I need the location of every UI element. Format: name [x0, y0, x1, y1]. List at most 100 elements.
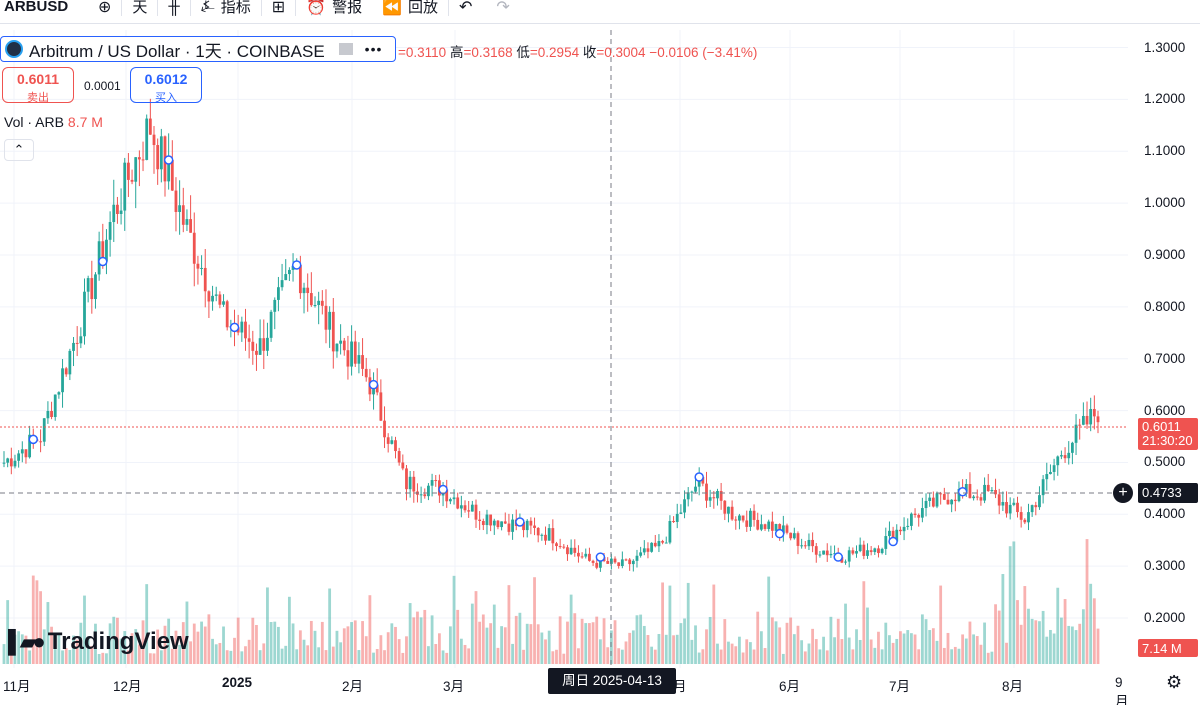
volume-bar — [496, 647, 500, 664]
candle-body — [551, 528, 555, 544]
volume-bar — [544, 639, 547, 664]
candle-body — [738, 515, 741, 521]
undo-button[interactable]: ↶ — [459, 0, 472, 17]
volume-bar — [990, 651, 994, 664]
candles-icon: ╫ — [168, 0, 180, 15]
buy-button[interactable]: 0.6012 买入 — [130, 67, 202, 104]
candle-body — [478, 519, 482, 521]
candle-body — [408, 476, 412, 490]
settings-gear-icon[interactable]: ⚙ — [1166, 672, 1183, 692]
event-marker-icon[interactable] — [28, 434, 39, 445]
candle-body — [833, 553, 836, 555]
time-axis[interactable]: 11月 12月 2025 2月 3月 月 6月 7月 8月 9月 — [0, 668, 1129, 705]
volume-bar — [1034, 620, 1038, 664]
event-marker-icon[interactable] — [694, 472, 704, 482]
volume-bar — [628, 632, 632, 664]
volume-bar — [511, 643, 514, 664]
event-marker-icon[interactable] — [957, 486, 968, 497]
compare-button[interactable]: ⊕ — [98, 0, 111, 17]
candle-body — [1030, 505, 1034, 513]
event-marker-icon[interactable] — [98, 256, 108, 267]
chart-type-button[interactable]: ╫ — [168, 0, 179, 16]
add-alert-plus-icon[interactable]: + — [1113, 483, 1133, 503]
event-marker-icon[interactable] — [438, 484, 448, 495]
candle-body — [920, 508, 924, 518]
volume-bar — [280, 648, 284, 664]
candle-body — [909, 513, 913, 526]
price-chart[interactable] — [0, 30, 1128, 668]
layout-button[interactable]: ⊞ — [272, 0, 285, 17]
event-marker-icon[interactable] — [888, 536, 898, 547]
volume-bar — [891, 642, 895, 664]
candle-body — [613, 558, 617, 563]
price-tick: 0.6000 — [1144, 402, 1186, 418]
change-value: −0.0106 (−3.41%) — [649, 45, 758, 60]
event-marker-icon[interactable] — [229, 322, 240, 333]
candle-body — [152, 134, 156, 146]
volume-bar — [895, 638, 899, 664]
volume-bar — [979, 644, 983, 664]
event-marker-icon[interactable] — [774, 528, 785, 539]
volume-bar — [61, 650, 64, 664]
volume-bar — [156, 629, 160, 664]
volume-bar — [412, 617, 416, 664]
candle-body — [167, 159, 171, 182]
volume-bar — [401, 652, 405, 664]
candle-body — [1016, 502, 1019, 513]
volume-bar — [708, 616, 712, 664]
sell-button[interactable]: 0.6011 卖出 — [2, 67, 74, 104]
candle-body — [617, 562, 621, 566]
candle-body — [185, 219, 189, 225]
candle-body — [767, 521, 771, 529]
tradingview-logo[interactable]: ▌▰● TradingView — [8, 628, 189, 656]
candle-body — [814, 546, 818, 555]
indicators-button[interactable]: ⍼ 指标 — [201, 0, 251, 17]
candle-body — [64, 368, 68, 375]
event-marker-icon[interactable] — [163, 155, 174, 165]
volume-bar — [931, 628, 935, 664]
volume-bar — [759, 631, 763, 664]
event-marker-icon[interactable] — [515, 517, 525, 527]
interval-button[interactable]: 天 — [132, 0, 148, 16]
event-marker-icon[interactable] — [368, 379, 379, 390]
candle-body — [628, 559, 632, 565]
collapse-legend-button[interactable]: ⌃ — [4, 139, 34, 161]
more-options-icon[interactable]: ••• — [364, 41, 383, 57]
volume-bar — [781, 653, 785, 664]
candle-body — [262, 338, 266, 351]
volume-bar — [448, 626, 452, 664]
candle-body — [130, 179, 134, 182]
replay-button[interactable]: ⏪ 回放 — [382, 0, 438, 17]
symbol-search[interactable]: ARBUSD — [4, 0, 69, 15]
volume-legend[interactable]: Vol · ARB 8.7 M — [4, 114, 103, 130]
volume-bar — [588, 623, 591, 664]
volume-bar — [101, 652, 105, 664]
candle-body — [986, 484, 990, 492]
candle-body — [379, 392, 383, 421]
volume-bar — [203, 626, 207, 664]
candle-body — [75, 342, 79, 344]
time-tick: 7月 — [889, 679, 911, 694]
price-axis[interactable]: 1.3000 1.2000 1.1000 1.0000 0.9000 0.8000 0.70… — [1128, 30, 1200, 668]
candle-body — [94, 274, 97, 300]
candle-body — [997, 494, 1001, 506]
volume-bar — [53, 649, 57, 664]
alert-button[interactable]: ⏰ 警报 — [306, 0, 362, 17]
candle-body — [1038, 495, 1041, 508]
candle-body — [101, 241, 105, 262]
symbol-legend[interactable]: Arbitrum / US Dollar · 1天 · COINBASE ••• — [0, 36, 396, 62]
redo-button[interactable]: ↷ — [496, 0, 509, 17]
candle-body — [1019, 512, 1023, 520]
volume-bar — [298, 630, 302, 664]
volume-bar — [361, 621, 364, 664]
volume-bar — [423, 609, 427, 664]
volume-bar — [474, 591, 478, 664]
candle-body — [302, 287, 306, 294]
flag-icon[interactable] — [338, 43, 353, 55]
event-marker-icon[interactable] — [291, 260, 302, 270]
candle-body — [72, 342, 75, 351]
event-marker-icon[interactable] — [595, 552, 606, 562]
volume-bar — [639, 614, 643, 664]
event-marker-icon[interactable] — [833, 552, 843, 562]
candle-body — [964, 484, 968, 492]
